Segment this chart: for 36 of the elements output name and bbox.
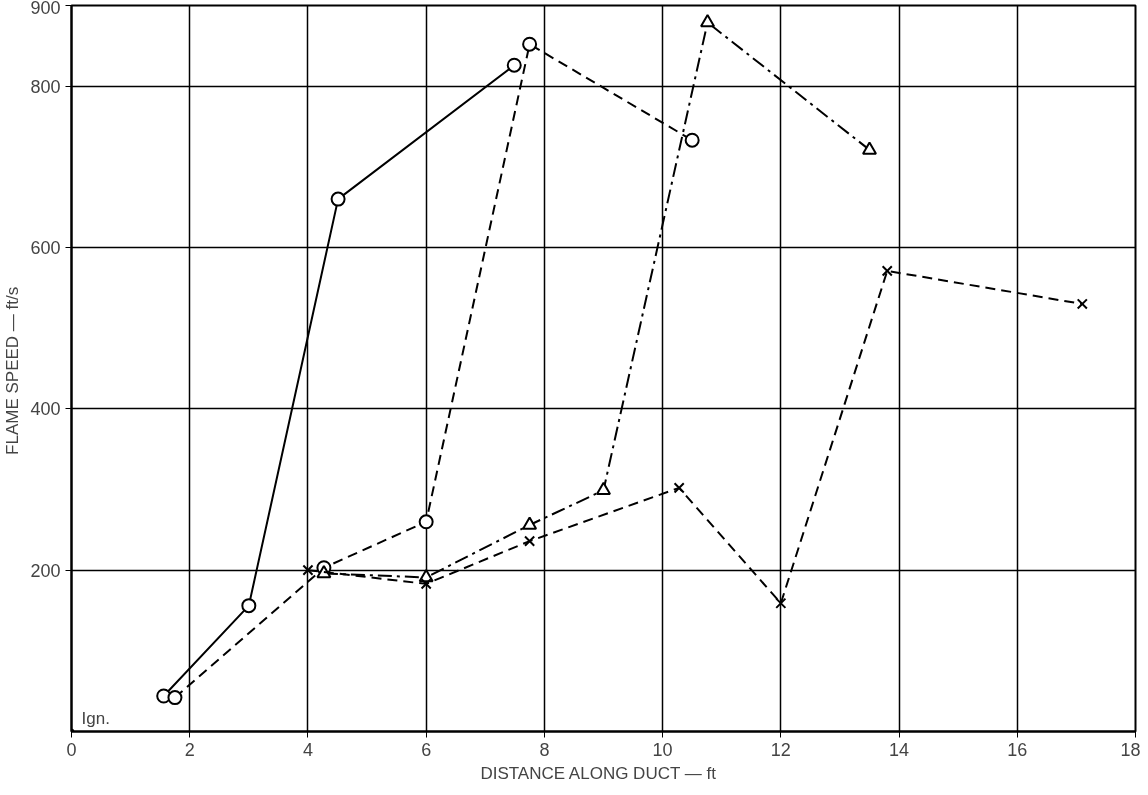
point [700,13,716,28]
point [1076,298,1088,310]
y-axis-title: FLAME SPEED — ft/s [3,286,23,455]
x-tick-label: 0 [66,739,77,760]
x-tick-label: 8 [539,739,550,760]
annotation: Ign. [81,708,110,728]
x-tick-label: 4 [302,739,313,760]
point [596,481,611,496]
point [241,598,257,614]
x-axis-title: DISTANCE ALONG DUCT — ft [480,763,717,783]
point [673,482,685,494]
point [524,535,536,547]
point [330,191,346,207]
point [506,57,522,73]
point [881,265,893,277]
y-tick-label: 800 [30,76,61,97]
y-tick-label: 400 [30,399,61,420]
y-tick-label: 600 [30,238,61,258]
point [302,564,314,576]
point [167,690,183,706]
point [775,597,787,609]
point [418,514,434,530]
x-tick-label: 10 [652,739,673,760]
point [522,36,538,52]
y-tick-label: 200 [30,560,61,581]
x-tick-label: 12 [770,739,791,760]
point [862,141,877,155]
x-tick-label: 6 [421,739,432,760]
y-tick-label: 900 [30,0,61,18]
x-tick-label: 14 [889,739,910,760]
point [522,516,538,530]
x-tick-label: 2 [184,739,195,760]
point [684,132,700,148]
point [420,578,432,590]
x-tick-label: 16 [1007,739,1028,760]
x-tick-label: 18 [1120,739,1141,760]
